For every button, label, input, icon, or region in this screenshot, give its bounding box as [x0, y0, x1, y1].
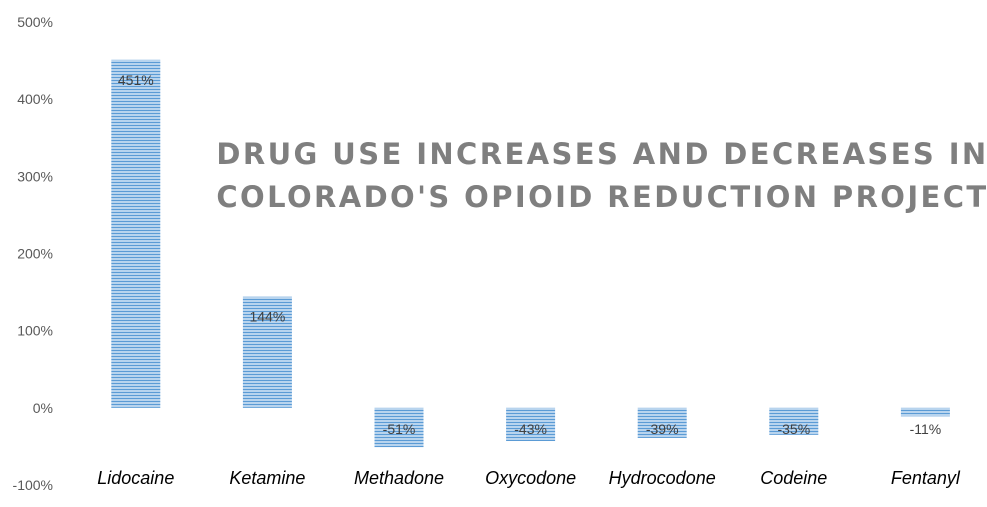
bar-hydrocodone	[637, 407, 687, 438]
category-label: Methadone	[354, 468, 444, 488]
bar-fentanyl	[900, 407, 950, 417]
y-axis: 500% 400% 300% 200% 100% 0% -100%	[13, 14, 53, 493]
data-label: -11%	[910, 421, 942, 437]
category-label: Ketamine	[229, 468, 305, 488]
y-tick-label: -100%	[13, 477, 53, 493]
data-label: -39%	[646, 421, 679, 437]
data-label: -51%	[383, 421, 416, 437]
bar-ketamine	[242, 296, 292, 408]
y-tick-label: 500%	[17, 14, 53, 30]
data-labels: 451% 144% -51% -43% -39% -35% -11%	[118, 72, 941, 437]
bar-oxycodone	[506, 407, 556, 442]
bars	[111, 59, 950, 448]
category-label: Oxycodone	[485, 468, 576, 488]
data-label: 451%	[118, 72, 154, 88]
category-label: Hydrocodone	[609, 468, 716, 488]
bar-lidocaine	[111, 59, 161, 408]
bar-codeine	[769, 407, 819, 435]
x-axis: Lidocaine Ketamine Methadone Oxycodone Hydro…	[97, 468, 961, 488]
y-tick-label: 300%	[17, 168, 53, 184]
category-label: Fentanyl	[891, 468, 961, 488]
y-tick-label: 100%	[17, 323, 53, 339]
category-label: Lidocaine	[97, 468, 174, 488]
data-label: 144%	[249, 309, 285, 325]
y-tick-label: 0%	[33, 400, 53, 416]
y-tick-label: 400%	[17, 91, 53, 107]
data-label: -43%	[514, 421, 547, 437]
category-label: Codeine	[760, 468, 827, 488]
bar-methadone	[374, 407, 424, 448]
data-label: -35%	[777, 421, 810, 437]
y-tick-label: 200%	[17, 246, 53, 262]
